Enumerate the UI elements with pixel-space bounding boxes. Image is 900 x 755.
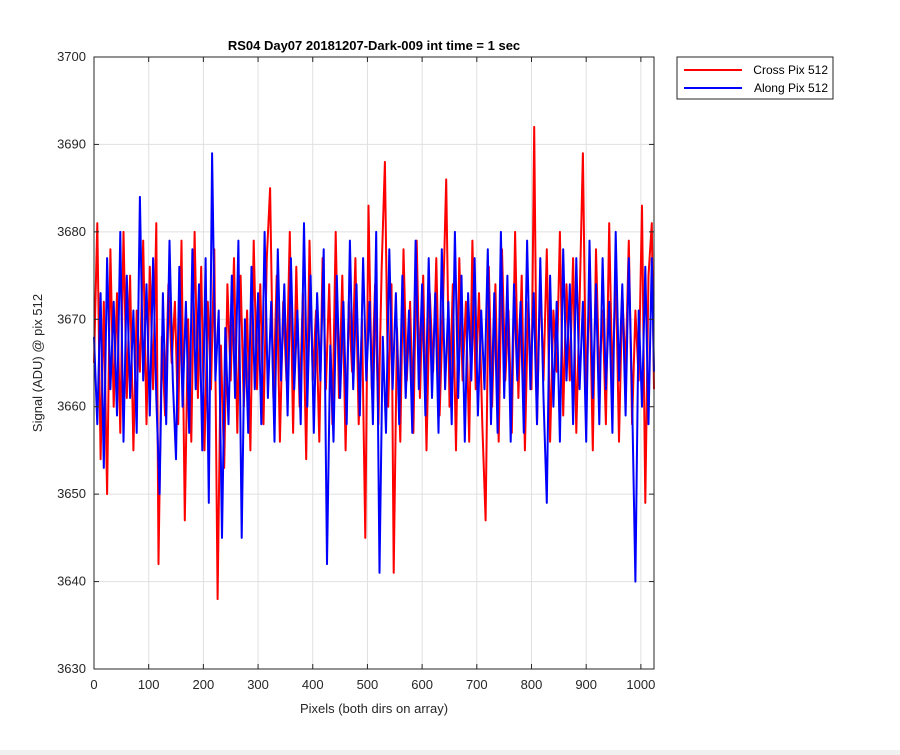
x-tick-label: 800: [521, 677, 543, 692]
x-tick-label: 200: [193, 677, 215, 692]
y-tick-label: 3700: [57, 49, 86, 64]
y-axis-label: Signal (ADU) @ pix 512: [30, 294, 45, 432]
x-tick-label: 0: [90, 677, 97, 692]
x-tick-label: 600: [411, 677, 433, 692]
legend-label-cross: Cross Pix 512: [753, 63, 828, 77]
x-tick-label: 900: [575, 677, 597, 692]
x-tick-label: 400: [302, 677, 324, 692]
x-axis-label: Pixels (both dirs on array): [300, 701, 448, 716]
series-line-1: [93, 152, 655, 583]
chart-title: RS04 Day07 20181207-Dark-009 int time = …: [228, 38, 520, 53]
y-tick-label: 3640: [57, 574, 86, 589]
x-tick-label: 1000: [626, 677, 655, 692]
plot-frame: [93, 56, 655, 670]
series-layer: [93, 125, 655, 601]
axis-ticks: 0 100 200 300 400 500 600 700 800 900 1000 3630 3640…: [57, 49, 655, 692]
x-tick-label: 700: [466, 677, 488, 692]
y-tick-label: 3680: [57, 224, 86, 239]
legend: Cross Pix 512 Along Pix 512: [676, 56, 834, 100]
y-tick-label: 3650: [57, 486, 86, 501]
y-tick-label: 3690: [57, 136, 86, 151]
x-tick-label: 300: [247, 677, 269, 692]
x-tick-label: 100: [138, 677, 160, 692]
x-tick-label: 500: [357, 677, 379, 692]
legend-label-along: Along Pix 512: [754, 81, 828, 95]
legend-box: [676, 56, 834, 100]
y-tick-label: 3670: [57, 311, 86, 326]
y-tick-label: 3630: [57, 661, 86, 676]
y-tick-label: 3660: [57, 399, 86, 414]
